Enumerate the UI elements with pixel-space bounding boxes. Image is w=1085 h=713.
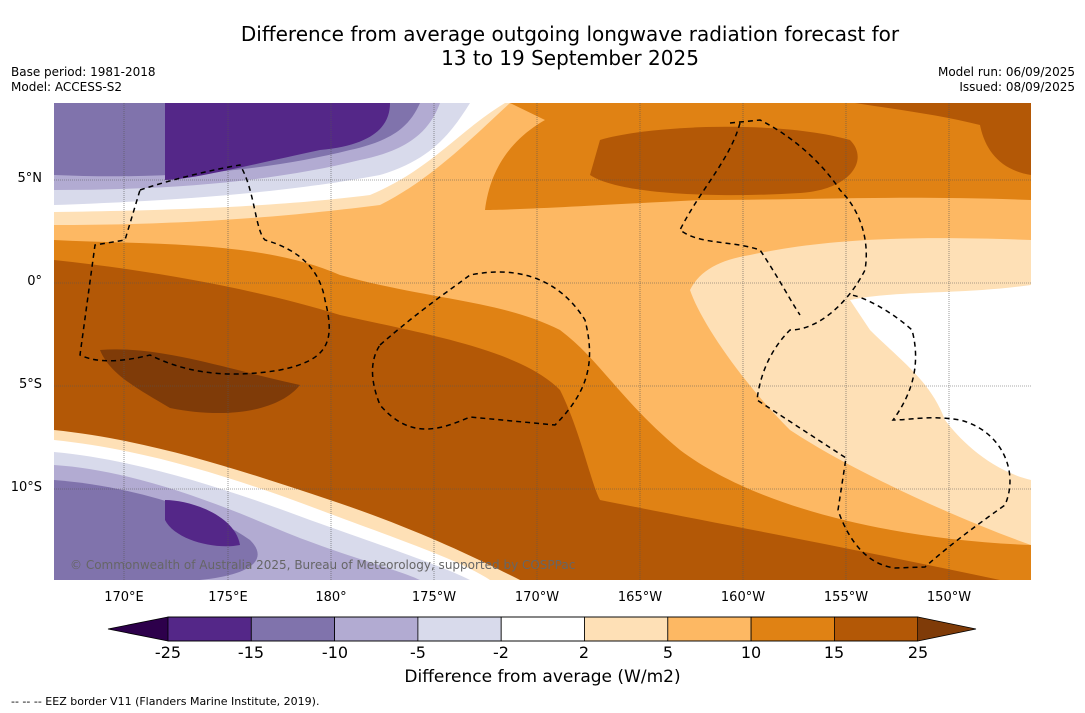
colorbar-bin xyxy=(167,616,252,642)
eez-footnote: -- -- -- EEZ border V11 (Flanders Marine… xyxy=(11,695,320,708)
lon-label-175e: 175°E xyxy=(208,590,248,605)
lon-label-150w: 150°W xyxy=(926,590,972,605)
lon-label-180: 180° xyxy=(315,590,347,605)
lon-label-160w: 160°W xyxy=(720,590,766,605)
colorbar-bin xyxy=(667,616,752,642)
colorbar-bin xyxy=(834,616,919,642)
lon-label-175w: 175°W xyxy=(411,590,457,605)
colorbar-bin xyxy=(584,616,669,642)
field-minus25-south xyxy=(165,500,240,547)
field-minus15-south xyxy=(54,480,258,580)
colorbar-bin xyxy=(750,616,835,642)
lat-label-0: 0° xyxy=(27,274,42,289)
eez-borders xyxy=(79,119,1011,569)
title-line-1: Difference from average outgoing longwav… xyxy=(240,22,900,46)
colorbar xyxy=(107,616,977,642)
colorbar-tick: 10 xyxy=(740,643,762,662)
colorbar-tick: 2 xyxy=(578,643,590,662)
colorbar-bin xyxy=(334,616,419,642)
lon-label-155w: 155°W xyxy=(823,590,869,605)
colorbar-tick: -10 xyxy=(321,643,349,662)
field-minus25-north xyxy=(165,103,390,180)
colorbar-tick: -2 xyxy=(493,643,509,662)
graticule xyxy=(54,103,1031,580)
lon-label-165w: 165°W xyxy=(617,590,663,605)
colorbar-tick: 5 xyxy=(662,643,674,662)
colorbar-tick: -25 xyxy=(154,643,182,662)
colorbar-tick: 25 xyxy=(907,643,929,662)
meta-right: Model run: 06/09/2025 Issued: 08/09/2025 xyxy=(938,65,1075,95)
colorbar-bin xyxy=(500,616,585,642)
title-line-2: 13 to 19 September 2025 xyxy=(441,46,699,70)
field-over-25-eq xyxy=(100,349,300,414)
colorbar-title: Difference from average (W/m2) xyxy=(404,667,681,687)
lat-label-5n: 5°N xyxy=(17,171,43,186)
meta-left: Base period: 1981-2018 Model: ACCESS-S2 xyxy=(11,65,156,95)
issued-date: Issued: 08/09/2025 xyxy=(959,80,1075,94)
colorbar-tick: -15 xyxy=(237,643,265,662)
anomaly-field xyxy=(54,103,1031,580)
model-run: Model run: 06/09/2025 xyxy=(937,65,1075,79)
field-neutral-east xyxy=(850,285,1031,480)
lon-label-170e: 170°E xyxy=(104,590,144,605)
colorbar-tick: 15 xyxy=(823,643,845,662)
colorbar-tick: -5 xyxy=(410,643,426,662)
field-15-to-25-far-ne xyxy=(855,103,1031,175)
lat-label-10s: 10°S xyxy=(10,480,42,495)
base-period: Base period: 1981-2018 xyxy=(11,65,156,79)
colorbar-bins xyxy=(167,616,919,642)
model-name: Model: ACCESS-S2 xyxy=(11,80,123,94)
colorbar-bin xyxy=(417,616,502,642)
colorbar-under-triangle xyxy=(108,617,168,641)
colorbar-over-triangle xyxy=(918,617,976,641)
map-title: Difference from average outgoing longwav… xyxy=(0,22,1085,70)
copyright-credit: © Commonwealth of Australia 2025, Bureau… xyxy=(70,558,576,572)
lon-label-170w: 170°W xyxy=(514,590,560,605)
field-15-to-25-ne xyxy=(590,126,858,196)
colorbar-outline xyxy=(107,616,977,642)
colorbar-bin xyxy=(250,616,336,642)
lat-label-5s: 5°S xyxy=(18,377,42,392)
